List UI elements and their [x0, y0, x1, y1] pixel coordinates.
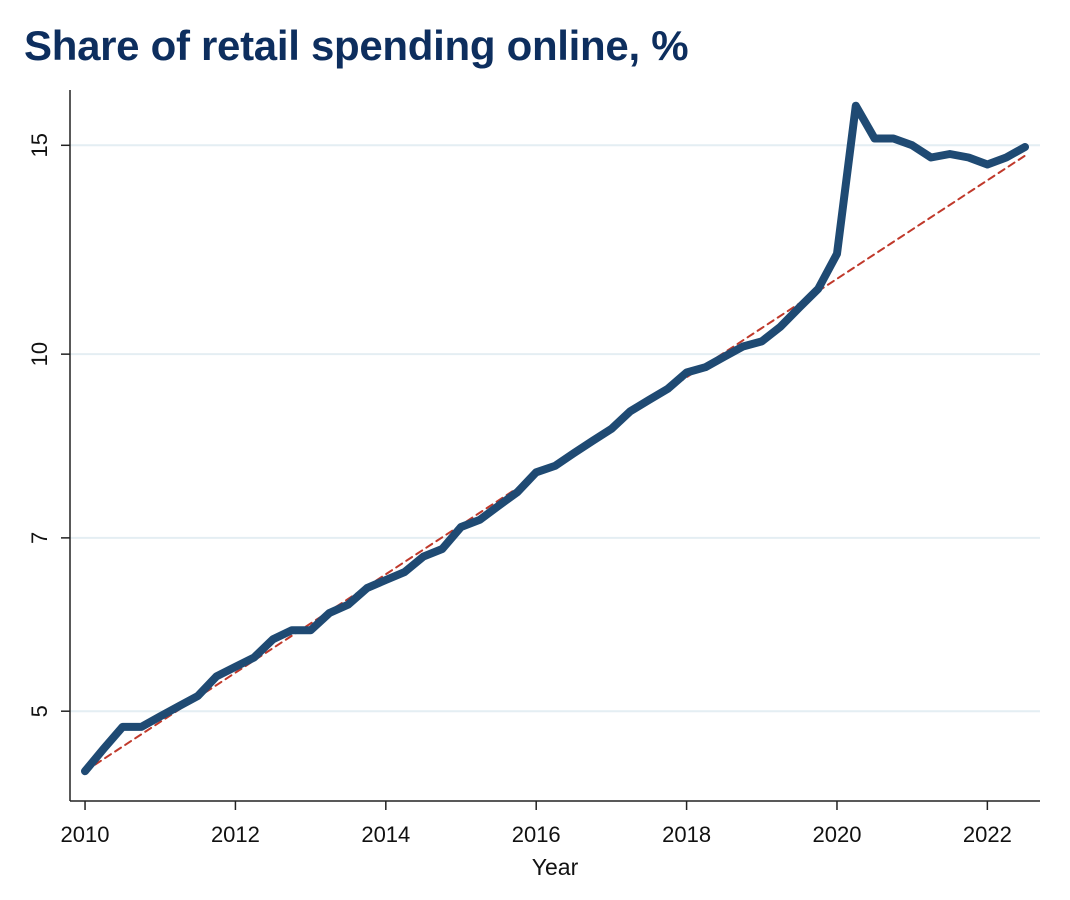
- chart-title: Share of retail spending online, %: [24, 22, 689, 69]
- x-tick-label: 2016: [512, 822, 561, 847]
- trend-line: [84, 154, 1026, 773]
- x-axis-title: Year: [532, 854, 579, 880]
- y-axis-ticks: 5 7 10 15: [27, 133, 70, 717]
- x-axis-ticks: 2010 2012 2014 2016 2018 2020 2022: [61, 801, 1012, 847]
- y-tick-label: 10: [27, 342, 52, 366]
- y-tick-label: 7: [27, 532, 52, 544]
- online-share-line: [81, 101, 1029, 776]
- x-tick-label: 2022: [963, 822, 1012, 847]
- series: [81, 101, 1029, 776]
- axes: [69, 90, 1040, 802]
- x-tick-label: 2012: [211, 822, 260, 847]
- gridlines: [70, 144, 1040, 713]
- x-tick-label: 2010: [61, 822, 110, 847]
- y-tick-label: 5: [27, 705, 52, 717]
- x-tick-label: 2018: [662, 822, 711, 847]
- x-tick-label: 2020: [813, 822, 862, 847]
- x-tick-label: 2014: [361, 822, 410, 847]
- y-tick-label: 15: [27, 133, 52, 157]
